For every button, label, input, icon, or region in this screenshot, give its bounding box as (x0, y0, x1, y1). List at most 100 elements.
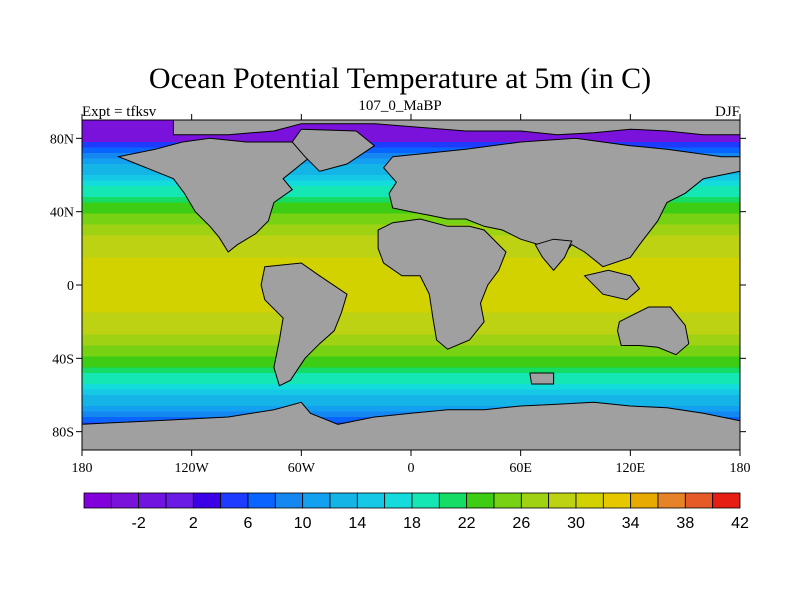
colorbar-label: 2 (189, 515, 198, 532)
colorbar-swatch (165, 492, 194, 509)
ocean-band (82, 301, 740, 308)
colorbar-swatch (602, 492, 632, 509)
ocean-band (82, 340, 740, 346)
ocean-band (82, 125, 740, 132)
map-layer (82, 120, 740, 450)
chart-title: Ocean Potential Temperature at 5m (in C) (148, 62, 652, 95)
land-polygon (534, 238, 573, 272)
colorbar-swatch (220, 492, 249, 509)
y-tick-label: 40S (52, 352, 74, 367)
y-tick-label: 0 (67, 279, 74, 294)
colorbar-label: 10 (294, 515, 312, 532)
colorbar-label: 42 (731, 515, 749, 532)
colorbar-label: 26 (512, 515, 530, 532)
colorbar: -2 2 6 10 14 18 22 26 30 34 38 42 (83, 492, 749, 532)
colorbar-label: -2 (132, 515, 146, 532)
ocean-band (82, 279, 740, 286)
x-tick-label: 60E (509, 461, 532, 476)
x-axis: 180 120W 60W 0 60E 120E 180 (72, 114, 751, 476)
colorbar-swatch (274, 492, 304, 509)
land-polygon (116, 137, 312, 253)
colorbar-swatch (520, 492, 550, 509)
ocean-band (82, 406, 740, 412)
land-polygon (583, 269, 641, 301)
colorbar-label: 34 (622, 515, 640, 532)
ocean-band (82, 136, 740, 143)
x-tick-label: 180 (72, 461, 93, 476)
ocean-band (82, 285, 740, 291)
colorbar-label: 22 (458, 515, 476, 532)
ocean-band (82, 213, 740, 220)
colorbar-label: 38 (676, 515, 694, 532)
ocean-band (82, 334, 740, 341)
colorbar-swatch (384, 492, 413, 509)
colorbar-swatch (329, 492, 358, 509)
ocean-band (82, 323, 740, 330)
colorbar-swatch (83, 492, 112, 509)
colorbar-swatch (438, 492, 468, 509)
ocean-band (82, 373, 740, 379)
colorbar-swatch (712, 492, 741, 509)
land-polygon (529, 372, 555, 385)
x-tick-label: 120E (616, 461, 646, 476)
land-polygon (260, 262, 348, 387)
ocean-band (82, 290, 740, 297)
ocean-band (82, 395, 740, 401)
colorbar-label: 18 (403, 515, 421, 532)
ocean-band (82, 400, 740, 407)
colorbar-label: 14 (348, 515, 366, 532)
ocean-band (82, 142, 740, 148)
colorbar-label: 6 (244, 515, 253, 532)
land-polygon (82, 401, 740, 450)
colorbar-swatch (302, 492, 331, 509)
ocean-band (82, 362, 740, 368)
ocean-band (82, 351, 740, 357)
colorbar-swatch (466, 492, 495, 509)
ocean-band (82, 318, 740, 324)
colorbar-swatch (493, 492, 522, 509)
ocean-band (82, 147, 740, 154)
ocean-band (82, 274, 740, 280)
ocean-band (82, 389, 740, 396)
y-tick-label: 80N (50, 132, 74, 147)
x-tick-label: 120W (175, 461, 210, 476)
y-tick-label: 40N (50, 206, 74, 221)
ocean-band (82, 312, 740, 319)
ocean-band (82, 378, 740, 385)
colorbar-swatch (684, 492, 714, 509)
x-tick-label: 0 (408, 461, 415, 476)
ocean-band (82, 356, 740, 363)
land-polygon (377, 218, 507, 350)
colorbar-swatch (110, 492, 140, 509)
y-tick-label: 80S (52, 426, 74, 441)
land-polygon (172, 120, 740, 136)
ocean-band (82, 329, 740, 335)
colorbar-swatch (411, 492, 440, 509)
ocean-band (82, 307, 740, 313)
y-axis: 80N 40N 0 40S 80S (50, 132, 746, 441)
colorbar-swatch (548, 492, 577, 509)
colorbar-label: 30 (567, 515, 585, 532)
ocean-band (82, 131, 740, 137)
land-polygon (382, 137, 740, 268)
colorbar-swatch (192, 492, 222, 509)
colorbar-swatch (138, 492, 167, 509)
colorbar-swatch (657, 492, 686, 509)
colorbar-swatch (575, 492, 604, 509)
ocean-band (82, 345, 740, 352)
chart-subtitle-period: 107_0_MaBP (358, 98, 442, 114)
x-tick-label: 60W (288, 461, 316, 476)
x-tick-label: 180 (730, 461, 751, 476)
chart-subtitle-experiment: Expt = tfksv (82, 104, 157, 120)
land-polygon (291, 128, 376, 172)
land-masses (82, 120, 740, 450)
ocean-band (82, 384, 740, 390)
land-polygon (616, 306, 690, 356)
ocean-band (82, 367, 740, 374)
ocean-band (82, 296, 740, 302)
colorbar-swatch (247, 492, 276, 509)
colorbar-swatch (630, 492, 659, 509)
chart-subtitle-season: DJF (714, 104, 740, 120)
colorbar-swatch (356, 492, 386, 509)
